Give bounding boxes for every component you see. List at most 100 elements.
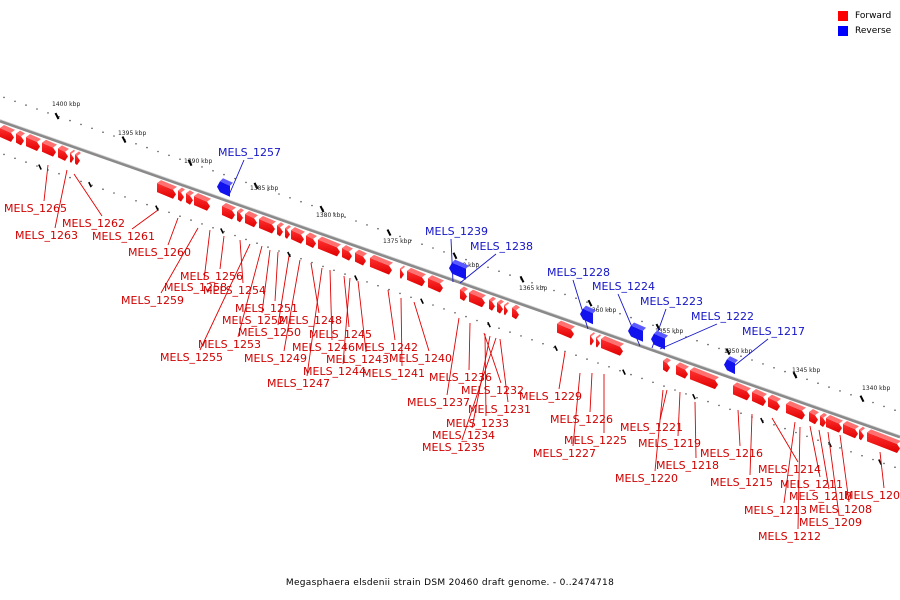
forward-gene-label[interactable]: MELS_1258 xyxy=(164,281,227,294)
forward-gene-label[interactable]: MELS_1263 xyxy=(15,229,78,242)
forward-gene-label[interactable]: MELS_1236 xyxy=(429,371,492,384)
forward-gene-label[interactable]: MELS_1254 xyxy=(203,284,266,297)
forward-gene-label[interactable]: MELS_1220 xyxy=(615,472,678,485)
reverse-gene-block[interactable] xyxy=(580,305,596,325)
forward-gene-label[interactable]: MELS_1260 xyxy=(128,246,191,259)
forward-gene-block[interactable] xyxy=(590,332,595,346)
forward-gene-block[interactable] xyxy=(460,286,468,301)
forward-gene-label[interactable]: MELS_1213 xyxy=(744,504,807,517)
forward-gene-block[interactable] xyxy=(752,389,767,406)
forward-gene-block[interactable] xyxy=(342,245,353,261)
forward-gene-block[interactable] xyxy=(400,265,405,279)
forward-gene-block[interactable] xyxy=(259,215,276,234)
forward-gene-label[interactable]: MELS_1227 xyxy=(533,447,596,460)
reverse-gene-block[interactable] xyxy=(217,178,233,197)
forward-gene-label[interactable]: MELS_1252 xyxy=(222,314,285,327)
forward-gene-label[interactable]: MELS_1247 xyxy=(267,377,330,390)
forward-gene-block[interactable] xyxy=(26,134,41,152)
forward-gene-label[interactable]: MELS_1210 xyxy=(789,490,852,503)
reverse-gene-label[interactable]: MELS_1238 xyxy=(470,240,533,253)
forward-gene-label[interactable]: MELS_1208 xyxy=(809,503,872,516)
forward-gene-block[interactable] xyxy=(0,125,15,142)
forward-gene-label[interactable]: MELS_1249 xyxy=(244,352,307,365)
forward-gene-label[interactable]: MELS_1255 xyxy=(160,351,223,364)
forward-gene-label[interactable]: MELS_1221 xyxy=(620,421,683,434)
forward-gene-block[interactable] xyxy=(859,426,865,441)
forward-gene-block[interactable] xyxy=(663,357,671,373)
forward-gene-label[interactable]: MELS_1209 xyxy=(799,516,862,529)
forward-gene-block[interactable] xyxy=(512,304,520,320)
forward-gene-block[interactable] xyxy=(222,202,236,220)
forward-gene-block[interactable] xyxy=(768,394,781,411)
forward-gene-label[interactable]: MELS_1215 xyxy=(710,476,773,489)
forward-gene-block[interactable] xyxy=(809,409,819,425)
forward-gene-label[interactable]: MELS_1219 xyxy=(638,437,701,450)
forward-gene-label[interactable]: MELS_1265 xyxy=(4,202,67,215)
forward-gene-label[interactable]: MELS_1241 xyxy=(362,367,425,380)
forward-gene-label[interactable]: MELS_1243 xyxy=(326,353,389,366)
forward-gene-label[interactable]: MELS_1242 xyxy=(355,341,418,354)
forward-gene-block[interactable] xyxy=(237,208,244,223)
forward-gene-block[interactable] xyxy=(285,225,291,239)
forward-gene-block[interactable] xyxy=(469,289,486,308)
forward-gene-block[interactable] xyxy=(291,227,305,244)
forward-gene-label[interactable]: MELS_1235 xyxy=(422,441,485,454)
forward-gene-block[interactable] xyxy=(596,334,601,348)
reverse-gene-label[interactable]: MELS_1222 xyxy=(691,310,754,323)
forward-gene-label[interactable]: MELS_1207 xyxy=(844,489,900,502)
reverse-gene-label[interactable]: MELS_1217 xyxy=(742,325,805,338)
forward-gene-label[interactable]: MELS_1262 xyxy=(62,217,125,230)
forward-gene-label[interactable]: MELS_1251 xyxy=(235,302,298,315)
forward-gene-block[interactable] xyxy=(843,420,859,439)
forward-gene-block[interactable] xyxy=(16,130,25,146)
forward-gene-label[interactable]: MELS_1240 xyxy=(389,352,452,365)
reverse-gene-block[interactable] xyxy=(628,322,646,342)
forward-gene-block[interactable] xyxy=(194,193,211,211)
forward-gene-label[interactable]: MELS_1256 xyxy=(180,270,243,283)
forward-gene-block[interactable] xyxy=(157,180,177,199)
forward-gene-block[interactable] xyxy=(42,139,57,157)
forward-gene-label[interactable]: MELS_1232 xyxy=(461,384,524,397)
forward-gene-label[interactable]: MELS_1244 xyxy=(303,365,366,378)
forward-gene-block[interactable] xyxy=(70,149,75,163)
forward-gene-label[interactable]: MELS_1212 xyxy=(758,530,821,543)
forward-gene-label[interactable]: MELS_1259 xyxy=(121,294,184,307)
forward-gene-block[interactable] xyxy=(557,320,575,339)
forward-gene-label[interactable]: MELS_1234 xyxy=(432,429,495,442)
forward-gene-block[interactable] xyxy=(601,336,624,356)
forward-gene-block[interactable] xyxy=(733,382,751,401)
reverse-gene-label[interactable]: MELS_1257 xyxy=(218,146,281,159)
forward-gene-block[interactable] xyxy=(318,236,341,257)
forward-gene-block[interactable] xyxy=(428,275,444,293)
forward-gene-block[interactable] xyxy=(407,267,426,287)
forward-gene-block[interactable] xyxy=(178,187,185,202)
forward-gene-block[interactable] xyxy=(277,222,284,237)
forward-gene-label[interactable]: MELS_1245 xyxy=(309,328,372,341)
forward-gene-block[interactable] xyxy=(58,145,69,161)
forward-gene-block[interactable] xyxy=(489,296,496,311)
forward-gene-block[interactable] xyxy=(786,400,806,420)
forward-gene-label[interactable]: MELS_1216 xyxy=(700,447,763,460)
forward-gene-label[interactable]: MELS_1248 xyxy=(279,314,342,327)
reverse-gene-block[interactable] xyxy=(724,356,738,375)
forward-gene-block[interactable] xyxy=(676,362,689,379)
forward-gene-label[interactable]: MELS_1226 xyxy=(550,413,613,426)
reverse-gene-block[interactable] xyxy=(449,259,469,280)
forward-gene-label[interactable]: MELS_1229 xyxy=(519,390,582,403)
forward-gene-label[interactable]: MELS_1211 xyxy=(780,478,843,491)
forward-gene-block[interactable] xyxy=(690,367,719,390)
forward-gene-block[interactable] xyxy=(355,249,367,266)
reverse-gene-block[interactable] xyxy=(651,330,668,350)
forward-gene-block[interactable] xyxy=(370,254,393,275)
forward-gene-label[interactable]: MELS_1214 xyxy=(758,463,821,476)
forward-gene-label[interactable]: MELS_1231 xyxy=(468,403,531,416)
forward-gene-block[interactable] xyxy=(497,299,504,314)
forward-gene-block[interactable] xyxy=(306,232,317,248)
forward-gene-block[interactable] xyxy=(186,190,194,205)
forward-gene-label[interactable]: MELS_1246 xyxy=(292,341,355,354)
forward-gene-block[interactable] xyxy=(867,429,900,453)
reverse-gene-label[interactable]: MELS_1223 xyxy=(640,295,703,308)
forward-gene-block[interactable] xyxy=(826,415,843,433)
forward-gene-block[interactable] xyxy=(820,412,827,428)
forward-gene-block[interactable] xyxy=(245,211,258,228)
